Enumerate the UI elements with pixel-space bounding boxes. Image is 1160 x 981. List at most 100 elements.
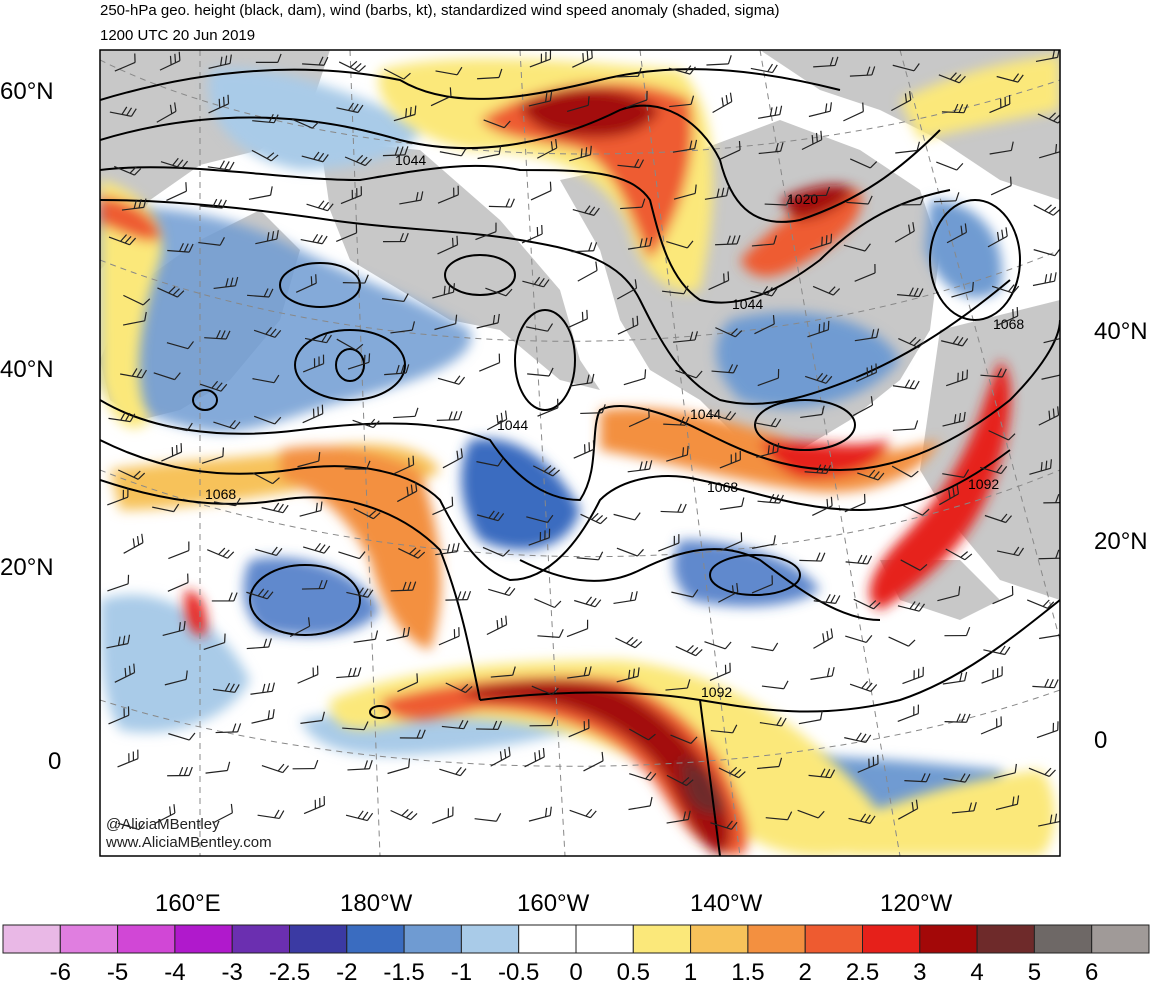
wind-barb — [891, 91, 912, 112]
colorbar-label: 0.5 — [617, 959, 650, 981]
map-frame — [99, 49, 1061, 857]
lat-label-right: 20°N — [1094, 528, 1148, 555]
wind-barb — [892, 379, 920, 390]
wind-barb — [672, 139, 698, 153]
wind-barb — [527, 367, 554, 377]
colorbar-swatch — [804, 924, 864, 954]
wind-barb — [845, 634, 873, 643]
wind-barb — [1032, 678, 1059, 689]
wind-barb — [342, 274, 369, 284]
wind-barb — [204, 330, 231, 340]
wind-barb — [813, 56, 839, 68]
wind-barb — [888, 636, 916, 647]
wind-barb — [476, 458, 504, 467]
wind-barb — [383, 232, 409, 243]
colorbar-swatch — [976, 924, 1035, 954]
jet-west-yellow — [100, 180, 162, 428]
wind-barb — [902, 666, 924, 685]
lon-label: 140°W — [690, 890, 763, 917]
credit-website: www.AliciaMBentley.com — [106, 834, 272, 851]
wind-barb — [304, 333, 332, 344]
wind-barb — [336, 102, 364, 114]
wind-barb — [900, 559, 928, 571]
wind-barb — [292, 759, 319, 770]
lat-label-right: 0 — [1094, 727, 1108, 754]
wind-barb — [302, 404, 324, 424]
wind-barb — [442, 448, 463, 469]
colorbar-label: -1 — [451, 959, 472, 981]
wind-barb — [620, 198, 646, 210]
wind-barb — [1036, 721, 1059, 739]
wind-barb — [390, 808, 418, 821]
wind-barb — [1043, 337, 1060, 344]
colorbar-swatch — [690, 924, 749, 954]
wind-barb — [208, 94, 230, 114]
wind-barb — [951, 281, 974, 298]
wind-barb — [808, 768, 836, 779]
wind-barb — [344, 154, 373, 167]
wind-barb — [567, 666, 592, 679]
wind-barb — [302, 56, 329, 66]
wind-barb — [813, 628, 834, 649]
contour-label: 1092 — [701, 684, 732, 700]
wind-barb — [936, 161, 964, 171]
wind-barb — [345, 810, 374, 822]
wind-barb — [114, 663, 136, 683]
wind-barb — [574, 596, 602, 608]
wind-barb — [937, 586, 961, 602]
map-plot-area: 1044 1020 1044 1068 1044 1044 1068 1068 … — [100, 50, 1060, 856]
lat-label-right: 40°N — [1094, 318, 1148, 345]
wind-barb — [990, 176, 1012, 196]
wind-barb — [208, 54, 232, 69]
wind-barb — [666, 810, 691, 824]
colorbar-label: 5 — [1028, 959, 1041, 981]
wind-barb — [808, 102, 833, 118]
wind-barb — [613, 591, 638, 605]
wind-barb — [530, 181, 552, 201]
wind-barb — [709, 662, 731, 681]
wind-barb — [347, 353, 371, 370]
colorbar-swatch — [518, 924, 577, 954]
wind-barb — [117, 822, 146, 831]
wind-barb — [123, 533, 144, 554]
wind-barb — [658, 534, 680, 552]
wind-barb — [987, 227, 1008, 248]
wind-barb — [439, 147, 467, 157]
wind-barb — [673, 184, 697, 200]
wind-barb — [812, 496, 833, 516]
wind-barb — [534, 598, 562, 609]
contour-label: 1068 — [707, 479, 738, 495]
colorbar-label: 3 — [913, 959, 926, 981]
wind-barb — [627, 236, 653, 250]
colorbar-labels: -6 -5 -4 -3 -2.5 -2 -1.5 -1 -0.5 0 0.5 1 1.5 2 2.5 3 4 5 6 — [50, 959, 1099, 981]
lon-label: 180°W — [340, 890, 413, 917]
wind-barb — [988, 430, 1016, 441]
wind-barb — [719, 140, 741, 160]
wind-barb — [1039, 144, 1060, 159]
wind-barb — [485, 287, 513, 297]
wind-barb — [892, 420, 919, 431]
wind-barb — [397, 673, 419, 693]
wind-barb — [432, 283, 456, 299]
wind-barb — [1033, 204, 1060, 216]
wind-barb — [583, 751, 604, 772]
wind-barb — [114, 53, 136, 72]
wind-barb — [761, 680, 789, 690]
credit-handle: @AliciaMBentley — [106, 816, 220, 833]
wind-barb — [215, 723, 242, 734]
wind-barb — [898, 336, 926, 349]
wind-barb — [1038, 406, 1060, 426]
colorbar-swatch — [403, 924, 462, 954]
wind-barb — [390, 581, 417, 592]
wind-barb — [843, 102, 864, 122]
wind-barb — [759, 717, 787, 727]
wind-barb — [432, 496, 454, 516]
wind-barb — [488, 586, 516, 597]
jet-south-core — [460, 680, 731, 856]
wind-barb — [117, 749, 139, 768]
jet-canada-north-core — [780, 184, 855, 220]
wind-barb — [344, 460, 371, 470]
wind-barb — [384, 364, 410, 376]
colorbar-label: 1.5 — [731, 959, 764, 981]
wind-barb — [300, 711, 325, 724]
